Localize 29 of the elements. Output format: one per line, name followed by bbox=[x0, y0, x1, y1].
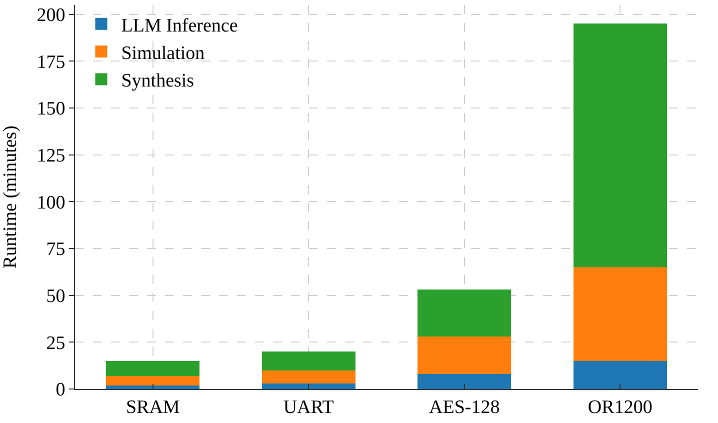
x-tick-label: AES-128 bbox=[429, 396, 500, 418]
y-tick-label: 75 bbox=[46, 239, 66, 260]
bar bbox=[262, 352, 356, 370]
y-tick-label: 125 bbox=[36, 146, 66, 166]
bar bbox=[418, 336, 512, 374]
bar bbox=[573, 360, 667, 389]
x-tick-label: SRAM bbox=[126, 396, 180, 418]
y-axis-title: Runtime (minutes) bbox=[0, 125, 21, 269]
bar bbox=[262, 370, 356, 384]
bar bbox=[418, 290, 512, 337]
bar bbox=[573, 267, 667, 361]
y-tick-label: 200 bbox=[36, 5, 66, 26]
bar bbox=[418, 374, 512, 389]
x-tick-label: OR1200 bbox=[588, 396, 652, 418]
bar bbox=[106, 376, 200, 386]
x-tick-label: UART bbox=[283, 396, 334, 418]
bar bbox=[106, 385, 200, 389]
y-tick-label: 50 bbox=[46, 286, 66, 307]
legend-label: Simulation bbox=[121, 42, 206, 64]
bar bbox=[573, 24, 667, 268]
bar bbox=[106, 360, 200, 376]
y-tick-label: 150 bbox=[36, 98, 66, 120]
bar bbox=[262, 383, 356, 389]
legend-label: LLM Inference bbox=[121, 15, 238, 36]
y-tick-label: 100 bbox=[36, 192, 66, 214]
y-tick-label: 25 bbox=[46, 332, 66, 354]
y-tick-label: 175 bbox=[36, 52, 66, 73]
legend-label: Synthesis bbox=[121, 70, 194, 92]
y-tick-label: 0 bbox=[56, 380, 66, 401]
